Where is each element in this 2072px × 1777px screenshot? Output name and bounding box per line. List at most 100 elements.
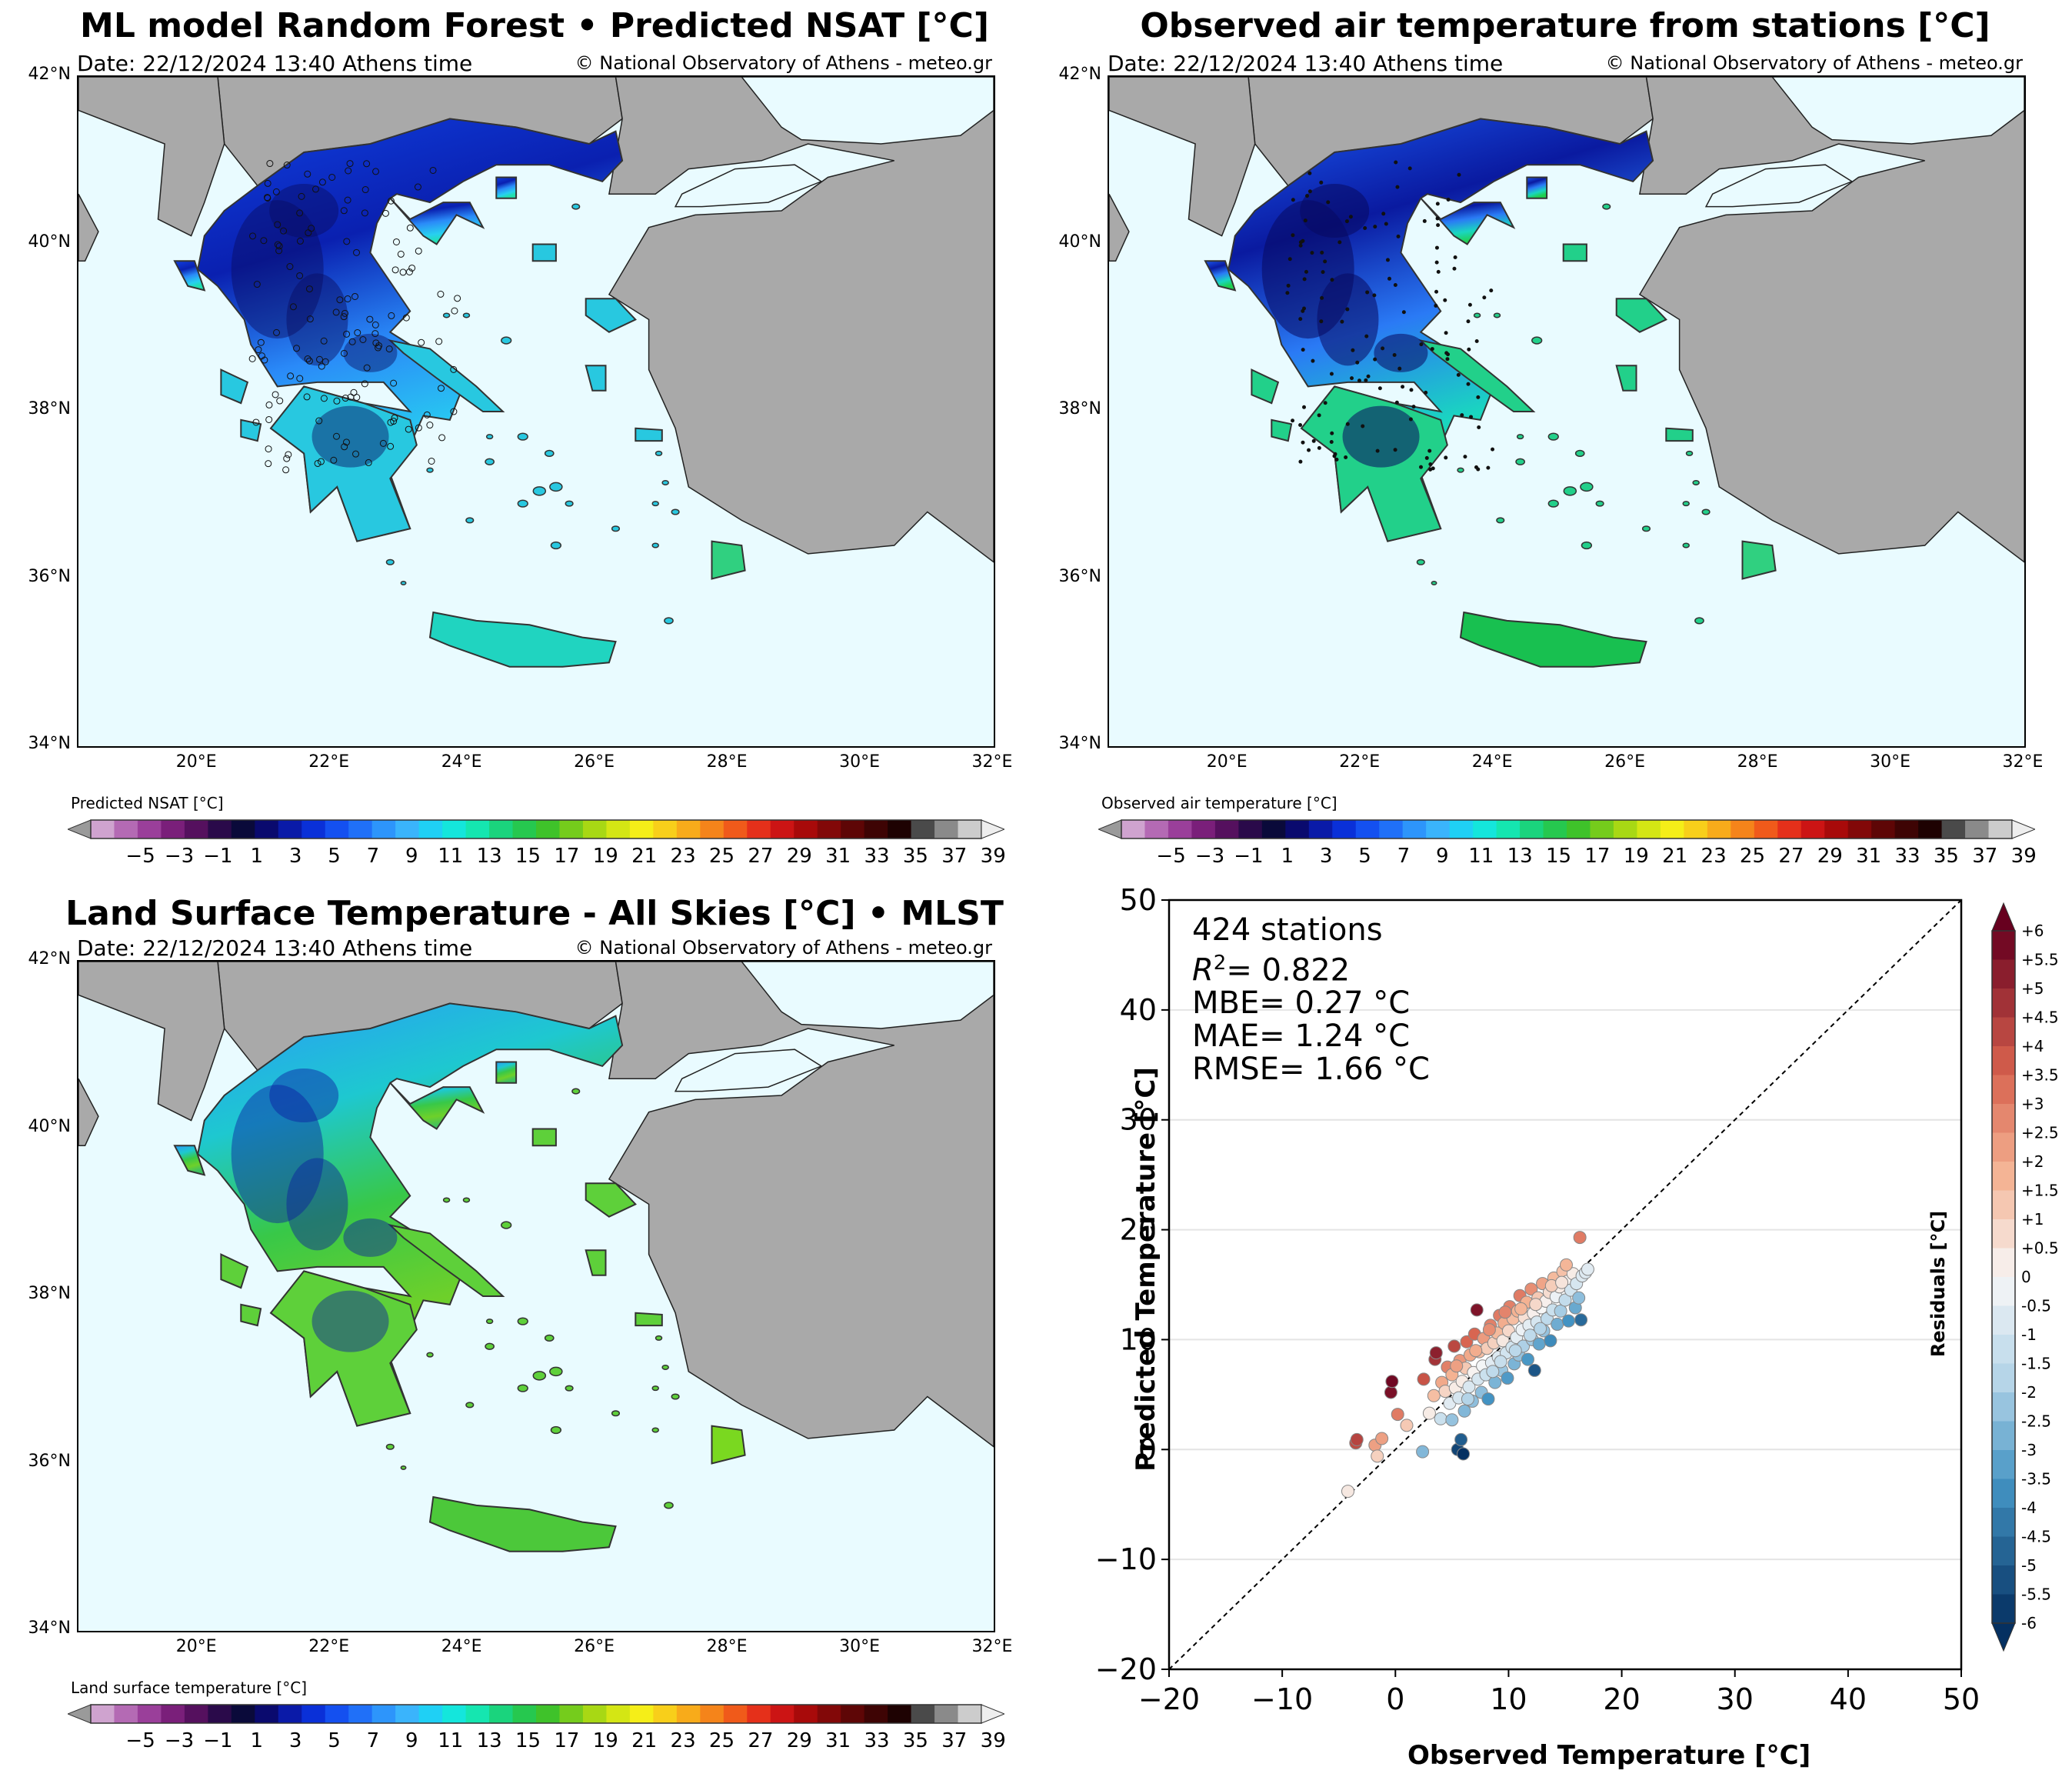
panel-title: Observed air temperature from stations [… — [1140, 6, 1990, 45]
station-marker — [1304, 269, 1308, 274]
station-marker — [1373, 357, 1377, 362]
station-marker — [275, 242, 283, 250]
station-marker — [314, 459, 321, 467]
station-marker — [340, 207, 348, 215]
station-marker — [1393, 283, 1397, 288]
station-marker — [1452, 266, 1457, 271]
colorbar-segment — [301, 820, 326, 838]
residual-tick-label: +3 — [2021, 1095, 2044, 1113]
residual-tick-label: -6 — [2021, 1614, 2037, 1632]
residual-colorbar-segment — [1992, 1046, 2015, 1076]
panel-title: Land Surface Temperature - All Skies [°C… — [65, 894, 1004, 933]
residual-tick-label: -5.5 — [2021, 1585, 2051, 1604]
residual-colorbar-frame — [1991, 930, 2016, 1624]
station-marker — [1476, 395, 1481, 399]
colorbar-segment — [841, 1705, 865, 1723]
sea-of-marmara — [1704, 164, 1854, 208]
station-marker — [272, 188, 280, 195]
map-canvas — [1109, 77, 2024, 668]
colorbar-extend-low — [68, 1704, 92, 1724]
station-marker — [257, 338, 265, 346]
lat-tick-label: 40°N — [1058, 232, 1101, 252]
station-marker — [1310, 251, 1314, 255]
x-tick-label: 40 — [1830, 1682, 1867, 1716]
scatter-point — [1341, 1485, 1354, 1499]
station-marker — [275, 247, 283, 255]
residual-colorbar-segment — [1992, 959, 2015, 989]
colorbar-tick-label: −3 — [1194, 845, 1225, 868]
station-marker — [1332, 454, 1337, 458]
station-marker — [1307, 189, 1312, 194]
station-marker — [1427, 448, 1432, 453]
colorbar-segment — [161, 1705, 185, 1723]
x-tick-label: 0 — [1386, 1682, 1404, 1716]
station-marker — [341, 309, 349, 317]
residual-tick-label: -5 — [2021, 1556, 2037, 1575]
colorbar-segment — [536, 820, 560, 838]
station-marker — [1320, 295, 1324, 300]
colorbar-segment — [348, 820, 373, 838]
colorbar-segment — [184, 1705, 208, 1723]
colorbar-tick-label: −5 — [125, 845, 155, 868]
scatter-point — [1385, 1375, 1399, 1389]
small-island — [465, 1402, 475, 1409]
station-marker — [1366, 374, 1371, 378]
colorbar-tick-label: 11 — [1468, 845, 1494, 868]
station-marker — [305, 229, 312, 237]
scatter-point — [1514, 1302, 1528, 1315]
colorbar-segment — [325, 1705, 349, 1723]
colorbar-segment — [325, 820, 349, 838]
colorbar-segment — [371, 820, 396, 838]
small-island — [1457, 467, 1464, 473]
colorbar-segment — [1684, 820, 1708, 838]
colorbar-segment — [1496, 820, 1521, 838]
lat-tick-label: 38°N — [1058, 399, 1101, 418]
colorbar-segment — [1707, 820, 1731, 838]
colorbar-segment — [1191, 820, 1216, 838]
lat-tick-label: 38°N — [28, 399, 71, 418]
colorbar-label: Predicted NSAT [°C] — [71, 794, 224, 812]
station-marker — [296, 375, 304, 382]
station-marker — [359, 336, 367, 344]
colorbar-tick-label: 27 — [748, 1729, 774, 1752]
small-island — [1581, 541, 1593, 550]
station-marker — [1428, 467, 1433, 472]
station-marker — [1422, 218, 1427, 223]
station-marker — [1392, 353, 1397, 358]
small-island — [1416, 558, 1425, 565]
residual-tick-label: +1 — [2021, 1210, 2044, 1229]
residual-colorbar-segment — [1992, 1335, 2015, 1365]
scatter-point — [1498, 1305, 1512, 1319]
station-marker — [348, 338, 356, 345]
station-marker — [363, 364, 371, 372]
colorbar-segment — [161, 820, 185, 838]
station-marker — [1466, 319, 1471, 324]
euboea — [388, 338, 505, 412]
colorbar-tick-label: 11 — [438, 845, 464, 868]
scatter-point — [1561, 1314, 1575, 1328]
station-marker — [1311, 438, 1316, 443]
colorbar-segment — [676, 820, 701, 838]
small-island — [1580, 482, 1594, 492]
colorbar-segment — [676, 1705, 701, 1723]
colorbar-segment — [700, 1705, 725, 1723]
r2-value: = 0.822 — [1226, 952, 1351, 989]
peloponnese — [269, 385, 418, 542]
lesbos — [585, 298, 637, 333]
station-marker — [296, 209, 304, 217]
small-island — [1515, 458, 1525, 465]
land-albania — [1109, 77, 1256, 237]
residual-colorbar-segment — [1992, 1075, 2015, 1105]
station-marker — [1286, 283, 1291, 288]
colorbar-tick-label: 25 — [708, 845, 735, 868]
residual-colorbar-segment — [1992, 1305, 2015, 1335]
lat-tick-label: 34°N — [28, 734, 71, 753]
station-marker — [1285, 291, 1290, 295]
lat-tick-label: 34°N — [28, 1619, 71, 1638]
residual-tick-label: +4.5 — [2021, 1009, 2059, 1027]
colorbar-tick-label: 1 — [1281, 845, 1294, 868]
colorbar-tick-label: 3 — [1319, 845, 1333, 868]
residual-tick-label: +3.5 — [2021, 1066, 2059, 1085]
colorbar-segment — [606, 820, 631, 838]
colorbar-segment — [606, 1705, 631, 1723]
